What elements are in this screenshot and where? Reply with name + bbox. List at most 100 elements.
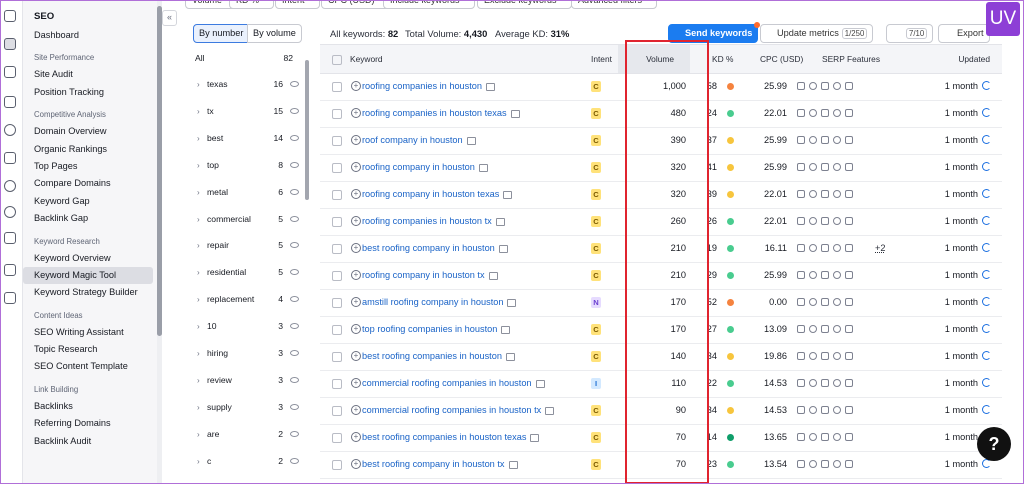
filter-button[interactable]: Advanced filters: [571, 0, 658, 9]
nav-item[interactable]: Compare Domains: [34, 178, 111, 189]
eye-icon[interactable]: [290, 323, 299, 330]
eye-icon[interactable]: [290, 457, 299, 464]
nav-item[interactable]: Backlink Audit: [34, 435, 92, 446]
eye-icon[interactable]: [290, 215, 299, 222]
nav-icon[interactable]: [4, 10, 16, 22]
nav-item[interactable]: Top Pages: [34, 160, 78, 171]
group-row[interactable]: › 10 3: [187, 313, 305, 340]
filter-button[interactable]: Include keywords: [383, 0, 475, 9]
refresh-icon[interactable]: [982, 81, 991, 90]
filter-button[interactable]: Exclude keywords: [477, 0, 572, 9]
refresh-icon[interactable]: [982, 216, 991, 225]
refresh-icon[interactable]: [982, 297, 991, 306]
refresh-icon[interactable]: [982, 324, 991, 333]
eye-icon[interactable]: [290, 403, 299, 410]
keyword-link[interactable]: roofing companies in houston texas: [362, 100, 520, 127]
checkbox[interactable]: [332, 244, 342, 254]
add-icon[interactable]: +: [351, 351, 361, 361]
checkbox[interactable]: [332, 190, 342, 200]
eye-icon[interactable]: [290, 188, 299, 195]
nav-icon[interactable]: [4, 66, 16, 78]
eye-icon[interactable]: [290, 376, 299, 383]
settings-button[interactable]: 7/10: [886, 24, 934, 43]
eye-icon[interactable]: [290, 134, 299, 141]
add-icon[interactable]: +: [351, 189, 361, 199]
nav-icon[interactable]: [4, 96, 16, 108]
filter-button[interactable]: CPC (USD): [321, 0, 390, 9]
tab[interactable]: By volume: [247, 24, 302, 43]
group-row[interactable]: › c 2: [187, 448, 305, 475]
add-icon[interactable]: +: [351, 432, 361, 442]
checkbox[interactable]: [332, 433, 342, 443]
scrollbar[interactable]: [157, 6, 162, 336]
column-header[interactable]: Updated: [958, 54, 990, 64]
nav-icon[interactable]: [4, 292, 16, 304]
nav-icon[interactable]: [4, 124, 16, 136]
checkbox[interactable]: [332, 271, 342, 281]
checkbox[interactable]: [332, 460, 342, 470]
keyword-link[interactable]: amstill roofing company in houston: [362, 289, 517, 316]
column-header[interactable]: CPC (USD): [760, 54, 804, 64]
serp-more[interactable]: +2: [875, 243, 886, 253]
add-icon[interactable]: +: [351, 135, 361, 145]
checkbox[interactable]: [332, 55, 342, 65]
checkbox[interactable]: [332, 379, 342, 389]
collapse-button[interactable]: «: [162, 10, 177, 26]
nav-item[interactable]: Position Tracking: [34, 86, 104, 97]
nav-icon[interactable]: [4, 232, 16, 244]
group-row[interactable]: › hiring 3: [187, 340, 305, 367]
nav-icon[interactable]: [4, 38, 16, 50]
group-row[interactable]: › supply 3: [187, 394, 305, 421]
update-metrics-button[interactable]: Update metrics 1/250: [760, 24, 874, 43]
refresh-icon[interactable]: [982, 135, 991, 144]
add-icon[interactable]: +: [351, 162, 361, 172]
eye-icon[interactable]: [290, 161, 299, 168]
keyword-link[interactable]: roofing companies in houston tx: [362, 208, 505, 235]
nav-item[interactable]: Organic Rankings: [34, 143, 108, 154]
keyword-link[interactable]: best roofing companies in houston: [362, 343, 515, 370]
nav-item[interactable]: SEO Writing Assistant: [34, 326, 124, 337]
nav-item[interactable]: Keyword Strategy Builder: [34, 287, 138, 298]
keyword-link[interactable]: roofing companies in houston: [362, 73, 496, 100]
checkbox[interactable]: [332, 298, 342, 308]
checkbox[interactable]: [332, 82, 342, 92]
checkbox[interactable]: [332, 217, 342, 227]
keyword-link[interactable]: best roofing company in houston tx: [362, 451, 518, 478]
keyword-link[interactable]: roofing company in houston tx: [362, 262, 498, 289]
send-keywords-button[interactable]: Send keywords: [668, 22, 761, 43]
nav-icon[interactable]: [4, 206, 16, 218]
eye-icon[interactable]: [290, 81, 299, 87]
nav-icon[interactable]: [4, 264, 16, 276]
group-row[interactable]: › repair 5: [187, 232, 305, 259]
nav-item[interactable]: Domain Overview: [34, 126, 107, 137]
keyword-link[interactable]: best roofing company in houston: [362, 235, 508, 262]
column-header[interactable]: KD %: [712, 54, 734, 64]
refresh-icon[interactable]: [982, 108, 991, 117]
add-icon[interactable]: +: [351, 324, 361, 334]
group-row[interactable]: › are 2: [187, 421, 305, 448]
add-icon[interactable]: +: [351, 270, 361, 280]
nav-item[interactable]: Keyword Magic Tool: [23, 266, 153, 285]
keyword-link[interactable]: best roofing companies in houston texas: [362, 424, 540, 451]
scrollbar[interactable]: [305, 60, 309, 200]
checkbox[interactable]: [332, 406, 342, 416]
nav-item[interactable]: Dashboard: [34, 30, 79, 40]
eye-icon[interactable]: [290, 269, 299, 276]
group-row[interactable]: › tx 15: [187, 98, 305, 125]
keyword-link[interactable]: roofing company in houston texas: [362, 181, 513, 208]
nav-item[interactable]: Backlinks: [34, 400, 73, 411]
refresh-icon[interactable]: [982, 351, 991, 360]
tab[interactable]: By number: [193, 24, 250, 43]
nav-item[interactable]: SEO Content Template: [34, 361, 128, 372]
refresh-icon[interactable]: [982, 405, 991, 414]
add-icon[interactable]: +: [351, 378, 361, 388]
refresh-icon[interactable]: [982, 162, 991, 171]
add-icon[interactable]: +: [351, 243, 361, 253]
refresh-icon[interactable]: [982, 378, 991, 387]
group-row[interactable]: › texas 16: [187, 71, 305, 98]
checkbox[interactable]: [332, 352, 342, 362]
group-row[interactable]: › commercial 5: [187, 206, 305, 233]
group-row[interactable]: › top 8: [187, 152, 305, 179]
keyword-link[interactable]: roofing company in houston: [362, 154, 488, 181]
eye-icon[interactable]: [290, 430, 299, 437]
